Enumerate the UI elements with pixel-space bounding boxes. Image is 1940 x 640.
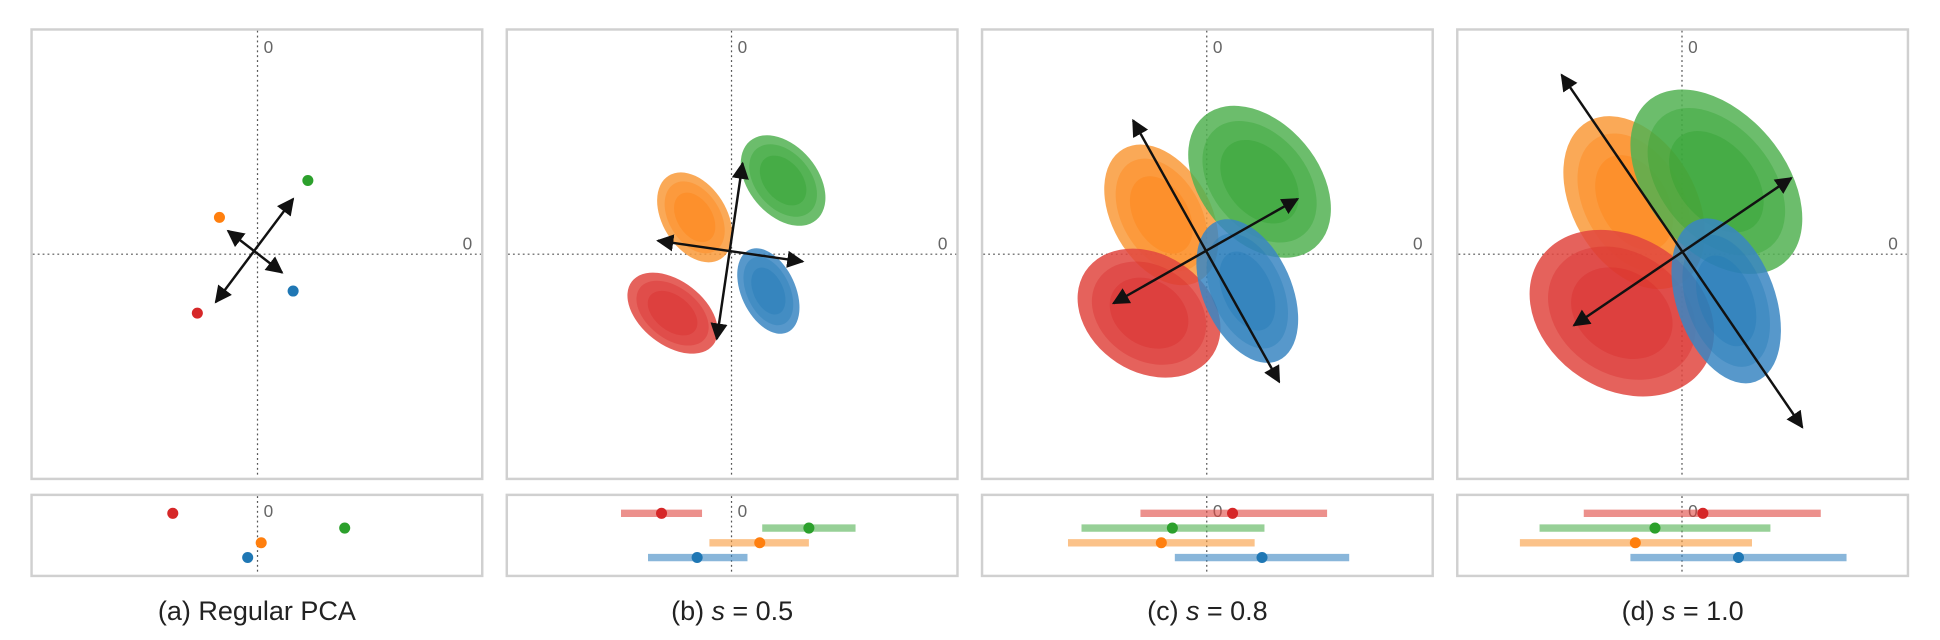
caption-value: = 1.0: [1683, 596, 1744, 626]
point: [213, 211, 225, 223]
panel-frame: [505, 28, 959, 481]
panel: 0 0 0 (a) Regular PCA: [30, 28, 484, 626]
panel: 0 0 0 (b) s = 0.5: [505, 28, 959, 626]
density-ellipse: [674, 192, 716, 243]
axis-label: 0: [1413, 233, 1423, 253]
projection-point: [1227, 507, 1239, 519]
component-arrow: [214, 197, 295, 304]
axis-label: 0: [1688, 37, 1698, 57]
caption: (b) s = 0.5: [671, 596, 793, 626]
caption-value: = 0.8: [1207, 596, 1268, 626]
density-ellipse: [627, 272, 718, 354]
axis-label: 0: [738, 501, 748, 521]
axis-label: 0: [264, 37, 274, 57]
point: [191, 307, 203, 319]
axis-label: 0: [1213, 37, 1223, 57]
density-ellipse: [740, 135, 826, 226]
projection-point: [1166, 522, 1178, 534]
projection-point: [754, 537, 766, 549]
caption: (a) Regular PCA: [158, 596, 356, 626]
panel: 000(d)s= 1.0: [1456, 28, 1910, 626]
axis-label: 0: [738, 37, 748, 57]
projection-point: [1697, 507, 1709, 519]
projection-point: [803, 522, 815, 534]
axis-label: 0: [1888, 233, 1898, 253]
density-ellipse: [751, 267, 786, 315]
caption-label: (b): [671, 596, 704, 626]
density-ellipse: [647, 290, 698, 336]
density-ellipse: [759, 155, 807, 206]
projection-point: [1256, 551, 1268, 564]
projection-point: [1629, 537, 1641, 549]
projection-point: [1649, 522, 1661, 534]
caption: (c) s = 0.8: [1147, 596, 1268, 626]
axis-label: 0: [938, 233, 948, 253]
projection-point: [1732, 551, 1745, 564]
projection-point: [167, 507, 179, 519]
density-ellipse: [749, 144, 817, 217]
axis-label: 0: [264, 501, 274, 521]
density-ellipse: [743, 256, 794, 326]
caption-value: = 0.5: [732, 596, 793, 626]
caption-var: s: [1662, 596, 1676, 626]
caption: (d) s = 1.0: [1622, 596, 1744, 626]
projection-point: [691, 551, 703, 564]
caption-label: (a) Regular PCA: [158, 596, 356, 626]
caption-var: s: [711, 596, 725, 626]
density-ellipse: [737, 248, 800, 334]
projection-point: [242, 551, 254, 564]
component-arrow: [1111, 197, 1300, 305]
projection-point: [1155, 537, 1167, 549]
projection-point: [255, 537, 267, 549]
density-ellipse: [636, 280, 709, 346]
component-arrow: [1572, 177, 1793, 327]
caption-label: (d): [1622, 596, 1655, 626]
axis-label: 0: [463, 233, 473, 253]
point: [287, 285, 299, 297]
caption-label: (c): [1147, 596, 1178, 626]
point: [302, 174, 314, 187]
caption-var: s: [1186, 596, 1200, 626]
component-arrow: [710, 161, 749, 341]
panel: 000(c)s= 0.8: [980, 28, 1434, 626]
projection-point: [339, 522, 351, 534]
projection-point: [655, 507, 668, 519]
